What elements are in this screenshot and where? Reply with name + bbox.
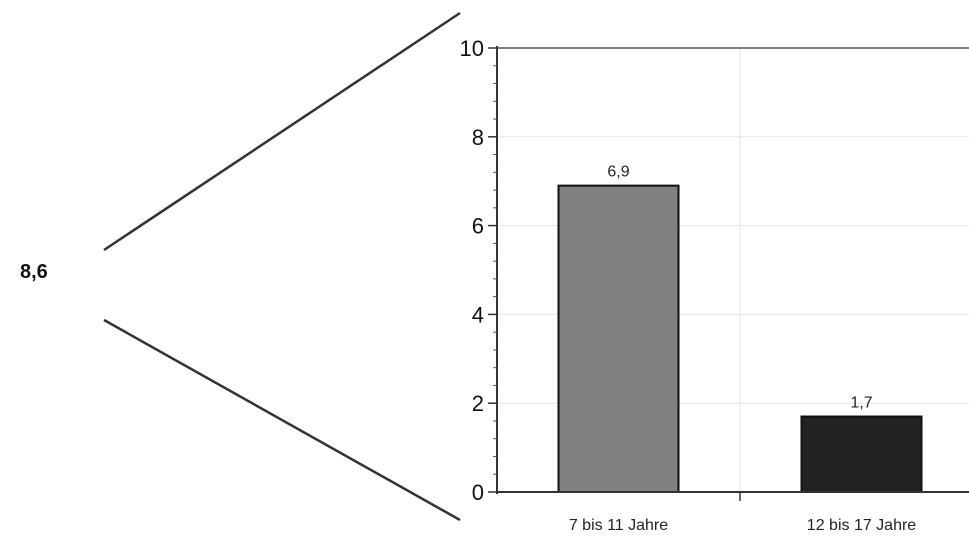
bar-0 — [557, 184, 680, 493]
zoom-line-lower — [103, 318, 461, 522]
y-tick-label-3: 6 — [472, 214, 484, 239]
y-tick-label-4: 8 — [472, 125, 484, 150]
bars-group — [557, 184, 923, 493]
total-value-label: 8,6 — [20, 261, 48, 283]
x-tick-label-0: 7 bis 11 Jahre — [569, 517, 668, 534]
bar-1 — [800, 415, 923, 493]
labels-group: 6,9 7 bis 11 Jahre 1,7 12 bis 17 Jahre 0 2 4 6 8… — [460, 36, 917, 534]
bar-value-label-0: 6,9 — [607, 164, 629, 181]
y-tick-label-2: 4 — [472, 302, 484, 327]
y-tick-label-0: 0 — [472, 480, 484, 505]
x-tick-label-1: 12 bis 17 Jahre — [807, 517, 917, 534]
bar-value-label-1: 1,7 — [850, 395, 872, 412]
y-tick-label-1: 2 — [472, 391, 484, 416]
axes-group — [488, 46, 969, 501]
y-tick-label-5: 10 — [460, 36, 484, 61]
zoom-line-upper — [103, 11, 461, 252]
